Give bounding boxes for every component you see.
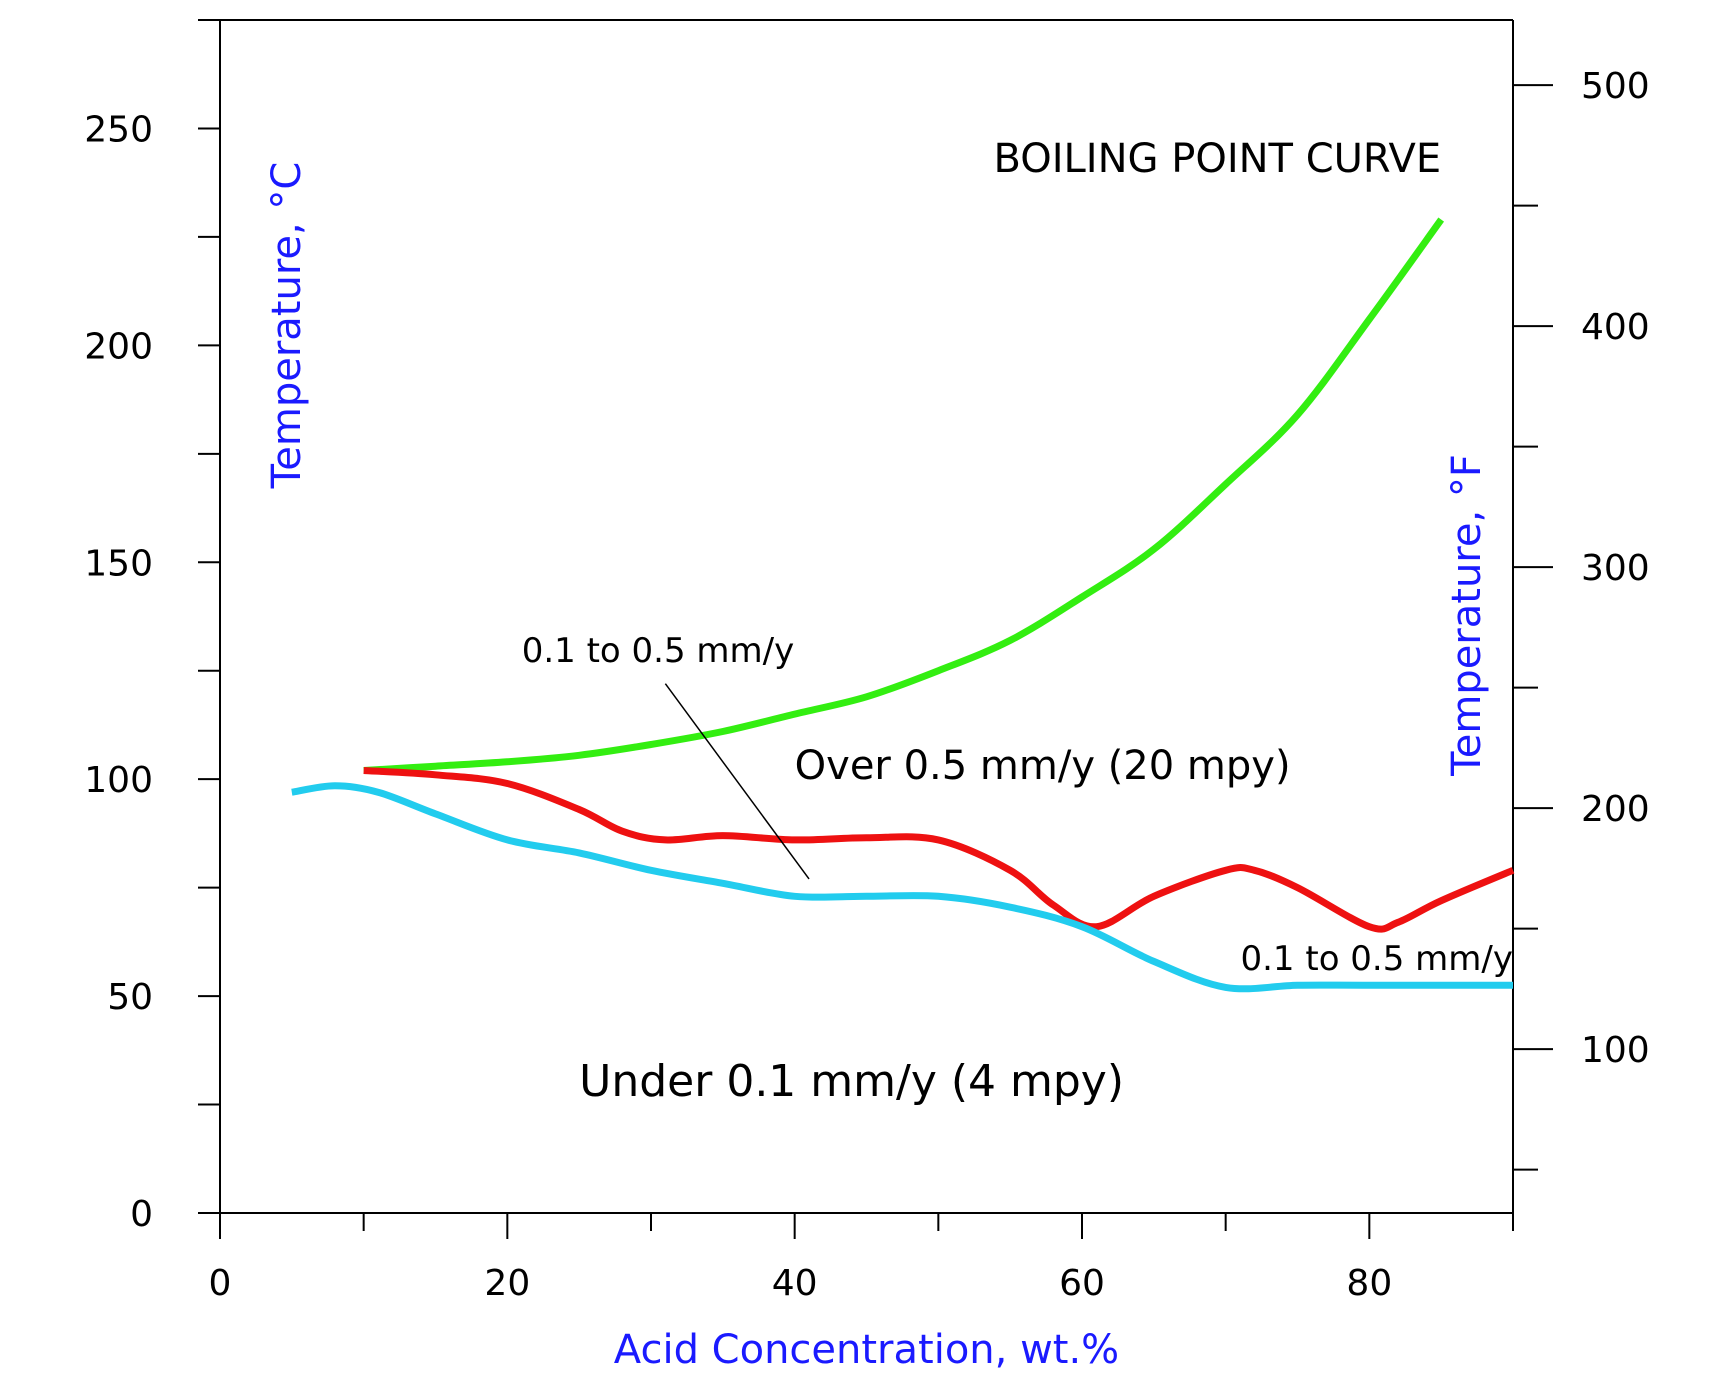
x-tick-label: 20: [484, 1263, 530, 1304]
x-tick-label: 60: [1059, 1263, 1105, 1304]
annotation-upper-range: 0.1 to 0.5 mm/y: [522, 631, 795, 671]
y2-tick-label: 200: [1581, 789, 1650, 830]
annotation-layer: BOILING POINT CURVE 0.1 to 0.5 mm/y Over 0…: [522, 136, 1513, 1107]
series-line-boiling-point: [363, 217, 1445, 774]
y-tick-label: 0: [130, 1194, 153, 1235]
y2-tick-label: 500: [1581, 66, 1650, 107]
annotation-boiling-point-curve: BOILING POINT CURVE: [994, 136, 1442, 182]
annotation-leader-line: [664, 683, 810, 880]
y-tick-label: 250: [84, 109, 153, 150]
axes: 0 50 100 150 200 250 0 20 40 60 80 100 200 300 400 500: [84, 19, 1650, 1304]
y-tick-label: 50: [107, 977, 153, 1018]
y2-tick-label: 100: [1581, 1030, 1650, 1071]
y2-tick-label: 300: [1581, 548, 1650, 589]
y2-tick-label: 400: [1581, 307, 1650, 348]
y-tick-label: 200: [84, 326, 153, 367]
y-axis-title: Temperature, °C: [264, 162, 310, 490]
annotation-lower-range: 0.1 to 0.5 mm/y: [1240, 939, 1513, 979]
annotation-over-0-5: Over 0.5 mm/y (20 mpy): [795, 743, 1291, 789]
annotation-under-0-1: Under 0.1 mm/y (4 mpy): [579, 1056, 1124, 1107]
x-tick-label: 80: [1346, 1263, 1392, 1304]
series-line-upper-isocorrosion: [363, 767, 1515, 933]
x-axis-title: Acid Concentration, wt.%: [614, 1327, 1119, 1373]
y-tick-label: 100: [84, 760, 153, 801]
x-tick-label: 40: [772, 1263, 818, 1304]
x-tick-label: 0: [209, 1263, 232, 1304]
y-tick-label: 150: [84, 543, 153, 584]
series-line-lower-isocorrosion: [291, 782, 1513, 993]
y2-axis-title: Temperature, °F: [1444, 454, 1490, 777]
series-layer: [291, 217, 1515, 993]
